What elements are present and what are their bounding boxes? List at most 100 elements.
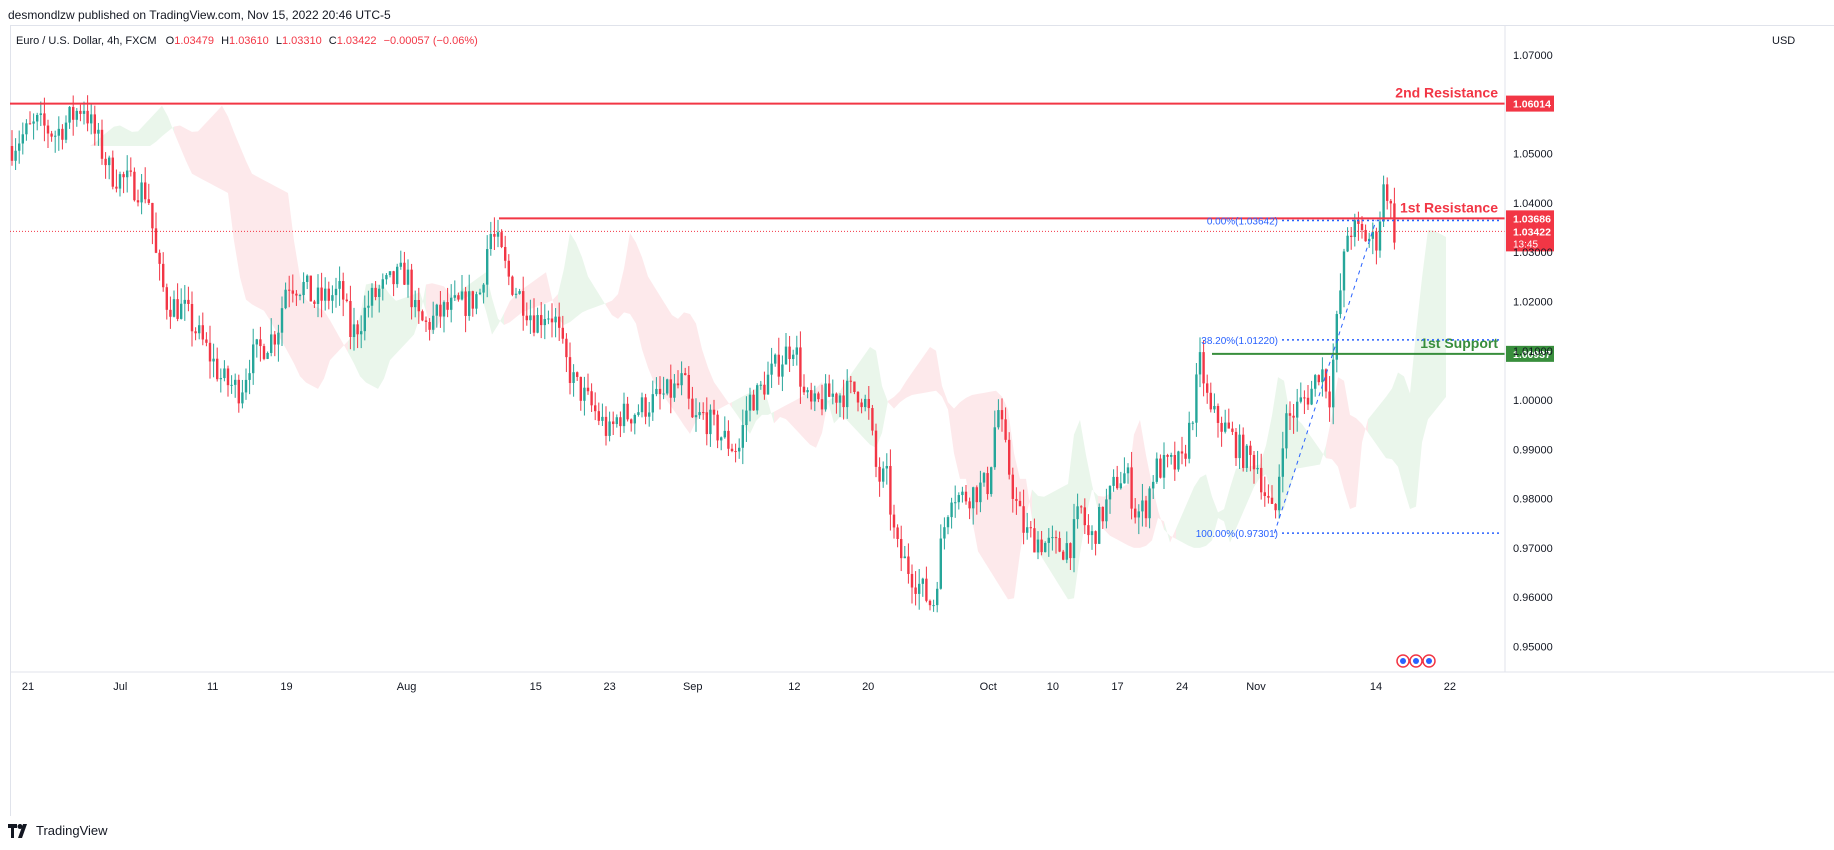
candle-down <box>910 573 914 588</box>
candle-up <box>82 110 86 114</box>
cloud-bullish <box>1164 521 1170 543</box>
candle-down <box>28 123 32 125</box>
candle-up <box>979 482 982 503</box>
candle-down <box>820 399 824 410</box>
candle-up <box>961 491 964 496</box>
candle-down <box>964 491 968 502</box>
candle-down <box>1206 383 1209 393</box>
candle-up <box>950 502 953 518</box>
candle-down <box>471 291 474 309</box>
cloud-bearish <box>1158 510 1164 530</box>
candle-down <box>1303 397 1306 399</box>
cloud-bearish <box>282 189 288 353</box>
candle-up <box>1105 499 1108 522</box>
cloud-bullish <box>1224 487 1230 543</box>
candle-up <box>1198 352 1202 375</box>
candle-down <box>464 291 467 316</box>
candle-up <box>583 387 586 401</box>
candle-up <box>198 325 201 334</box>
candle-down <box>626 403 629 420</box>
cloud-bearish <box>954 402 960 479</box>
cloud-bearish <box>1026 478 1032 519</box>
candle-down <box>1317 375 1320 383</box>
candle-up <box>90 114 93 124</box>
candle-up <box>363 307 366 332</box>
cloud-bearish <box>546 272 552 304</box>
x-tick-label: Jul <box>113 681 127 693</box>
cloud-bullish <box>576 242 582 318</box>
candle-up <box>615 417 618 425</box>
candle-up <box>475 294 478 309</box>
cloud-bearish <box>1356 418 1362 507</box>
cloud-bearish <box>264 180 270 321</box>
candle-up <box>738 447 741 452</box>
candle-down <box>878 466 881 482</box>
symbol-name[interactable]: Euro / U.S. Dollar, 4h, FXCM <box>16 35 157 47</box>
candle-up <box>547 318 550 320</box>
candle-up <box>723 430 726 438</box>
candle-down <box>522 291 525 316</box>
cloud-bearish <box>936 350 942 397</box>
candle-down <box>1274 503 1277 511</box>
candle-up <box>406 269 410 285</box>
candle-down <box>928 600 932 606</box>
candle-up <box>1051 537 1054 539</box>
cloud-bearish <box>204 118 210 184</box>
candle-down <box>1180 451 1184 454</box>
candle-down <box>1220 422 1223 432</box>
candle-up <box>1026 527 1029 533</box>
cloud-bearish <box>774 408 780 424</box>
candle-down <box>169 309 172 317</box>
cloud-bullish <box>1236 467 1242 529</box>
candle-down <box>1040 539 1043 553</box>
candle-down <box>93 114 96 134</box>
candle-up <box>1195 374 1198 423</box>
cloud-bullish <box>1212 496 1218 541</box>
cloud-bullish <box>1272 377 1278 513</box>
candle-down <box>1008 439 1011 475</box>
cloud-bearish <box>948 402 954 454</box>
cloud-bullish <box>882 385 888 433</box>
candle-down <box>612 421 615 425</box>
candle-down <box>1288 413 1292 416</box>
candle-down <box>702 412 705 414</box>
candle-up <box>1076 506 1079 520</box>
candle-up <box>21 134 24 144</box>
candle-down <box>1083 507 1086 526</box>
price-tag-label: 1.06014 <box>1513 99 1551 111</box>
cloud-bearish <box>1122 483 1128 546</box>
cloud-bearish <box>786 402 792 426</box>
candle-up <box>957 495 960 503</box>
candle-up <box>1047 537 1050 543</box>
candle-down <box>392 271 395 285</box>
x-tick-label: 10 <box>1047 681 1059 693</box>
candle-down <box>1062 551 1065 560</box>
last-price-tag <box>1506 223 1554 252</box>
candle-up <box>450 297 453 310</box>
cloud-bearish <box>792 398 798 432</box>
brand-name[interactable]: TradingView <box>36 823 108 838</box>
candle-down <box>1306 397 1310 405</box>
candle-down <box>630 419 633 424</box>
candle-up <box>1155 458 1158 482</box>
cloud-bullish <box>1398 372 1404 490</box>
candle-up <box>1148 488 1151 519</box>
y-tick-label: 1.07000 <box>1513 50 1553 62</box>
candle-up <box>435 304 438 316</box>
cloud-bearish <box>966 394 972 519</box>
y-tick-label: 1.04000 <box>1513 198 1553 210</box>
open-label: O <box>165 35 175 47</box>
candle-up <box>997 410 1000 428</box>
candle-up <box>370 287 374 306</box>
candle-up <box>1137 511 1140 518</box>
cloud-bullish <box>1266 415 1272 497</box>
fib-level-label: 0.00%(1.03642) <box>1207 217 1278 228</box>
candle-down <box>104 158 107 166</box>
candle-down <box>1364 229 1367 242</box>
cloud-bullish <box>732 398 738 417</box>
candle-up <box>75 110 78 120</box>
cloud-bullish <box>570 233 576 323</box>
x-tick-label: 19 <box>280 681 292 693</box>
candle-down <box>345 299 348 302</box>
